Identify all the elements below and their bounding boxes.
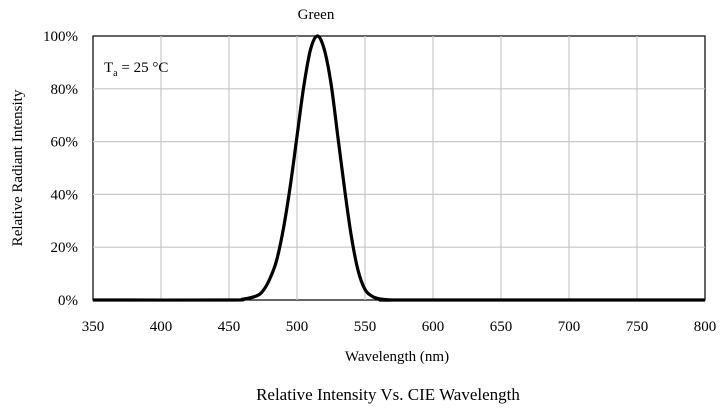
x-tick-label: 500 [286,319,309,335]
annotation: Ta = 25 °C [104,60,168,79]
y-tick-label: 60% [51,135,79,151]
y-tick-label: 100% [43,29,78,45]
series-group [92,34,705,302]
series-line [92,34,705,302]
x-axis-label: Wavelength (nm) [345,349,449,365]
plot-area [92,35,706,301]
x-tick-label: 600 [422,319,445,335]
x-tick-labels: 350 400 450 500 550 600 650 700 750 800 [82,319,717,335]
x-tick-label: 400 [150,319,173,335]
chart-top-label: Green [298,7,335,23]
y-tick-label: 20% [51,240,79,256]
y-tick-label: 80% [51,82,79,98]
x-tick-label: 700 [558,319,581,335]
grid [93,36,705,300]
x-tick-label: 550 [354,319,377,335]
y-tick-label: 0% [58,293,78,309]
y-tick-label: 40% [51,187,79,203]
x-tick-label: 800 [694,319,717,335]
x-tick-label: 350 [82,319,105,335]
y-axis-label: Relative Radiant Intensity [10,89,26,246]
x-tick-label: 750 [626,319,649,335]
chart-title: Relative Intensity Vs. CIE Wavelength [256,385,520,404]
x-tick-label: 450 [218,319,241,335]
y-tick-labels: 0% 20% 40% 60% 80% 100% [43,29,78,309]
x-tick-label: 650 [490,319,513,335]
